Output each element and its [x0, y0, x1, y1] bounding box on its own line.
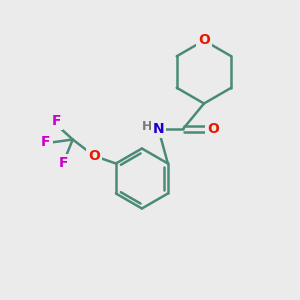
- Text: O: O: [88, 149, 100, 163]
- Text: H: H: [142, 120, 152, 133]
- Text: F: F: [41, 136, 50, 149]
- Text: F: F: [59, 157, 68, 170]
- Text: O: O: [207, 122, 219, 136]
- Text: F: F: [52, 114, 61, 128]
- Text: O: O: [198, 34, 210, 47]
- Text: N: N: [153, 122, 164, 136]
